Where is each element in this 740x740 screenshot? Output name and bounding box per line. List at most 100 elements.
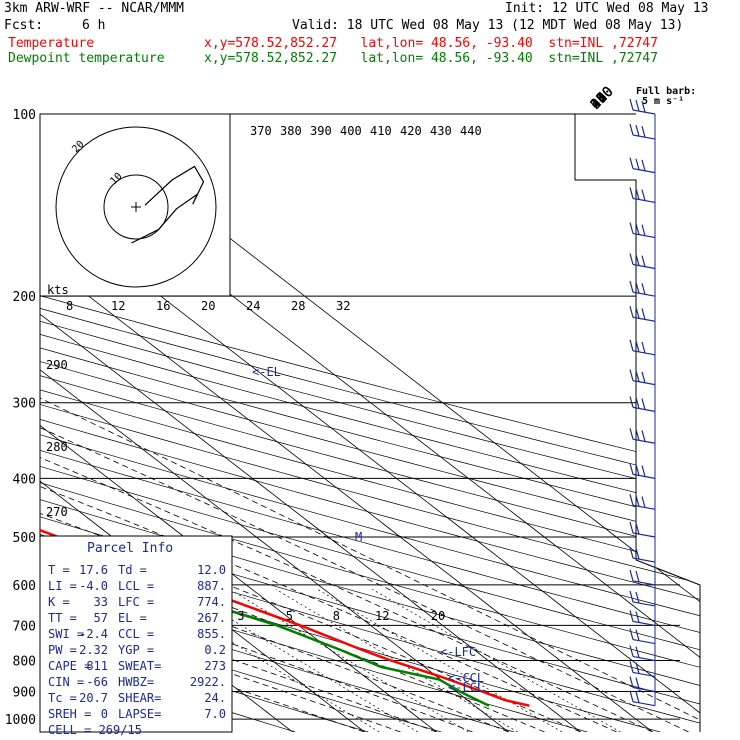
wind-barb-flag — [635, 611, 640, 623]
parcel-row-label: EL = — [118, 611, 147, 625]
hodograph-ring-outer — [55, 126, 217, 288]
parcel-row-label: SWI = — [48, 627, 84, 641]
forecast-hour: 6 h — [82, 18, 106, 33]
wind-barb-flag — [629, 546, 634, 559]
parcel-row-value: 57 — [94, 611, 108, 625]
theta-label: 370 — [250, 124, 272, 138]
wind-barb-flag — [635, 646, 640, 658]
wind-barb — [629, 396, 656, 412]
mixing-ratio-label: 5 — [286, 609, 293, 623]
parcel-row-label: TT = — [48, 611, 77, 625]
wind-barb-flag — [635, 522, 640, 535]
moist-adiabat-line — [40, 295, 689, 732]
wind-barb-flag — [635, 662, 640, 674]
wind-barb — [629, 610, 656, 627]
wind-barb-flag — [629, 253, 634, 265]
barb-legend-units: 5 m s⁻¹ — [642, 96, 684, 107]
parcel-row-label: YGP = — [118, 643, 154, 657]
mixing-ratio-label: 12 — [375, 609, 389, 623]
wind-barb-flag — [635, 677, 640, 689]
moist-adiabat-line — [40, 295, 700, 732]
wind-barb-shaft — [632, 350, 656, 356]
parcel-row-label: PW = — [48, 643, 77, 657]
wind-barb — [629, 676, 656, 693]
parcel-row-value: 0 — [101, 707, 108, 721]
wind-barb-flag — [629, 521, 634, 534]
hodograph-ring-inner — [103, 174, 169, 240]
mixing-ratio-line — [372, 588, 621, 732]
pressure-tick-label: 400 — [13, 472, 36, 487]
wind-barb-flag — [641, 224, 646, 236]
wind-speed-tick: 8 — [66, 299, 73, 313]
wind-barb-flag — [641, 398, 646, 410]
dry-adiabat-line — [40, 126, 442, 732]
wind-barb — [629, 157, 656, 174]
pressure-tick-label: 500 — [13, 531, 36, 546]
theta-label: 420 — [400, 124, 422, 138]
wind-barb — [629, 569, 656, 586]
dry-adiabat-line — [40, 126, 700, 732]
theta-label: 410 — [370, 124, 392, 138]
parcel-footer: CELL = 269/15 — [48, 723, 142, 737]
wind-speed-tick: 20 — [201, 299, 215, 313]
wind-barb-flag — [641, 341, 646, 354]
traces — [40, 528, 530, 707]
parcel-row-value: 7.0 — [204, 707, 226, 721]
parcel-box — [39, 535, 233, 733]
wind-barb-shaft — [632, 620, 656, 627]
dry-adiabat-line — [40, 126, 700, 732]
theta-label: 440 — [460, 124, 482, 138]
theta-e-label: 290 — [46, 358, 68, 372]
parcel-row-value: 267. — [197, 611, 226, 625]
wind-barb-flag — [635, 223, 640, 235]
wind-barb-flag — [635, 691, 640, 703]
pressure-tick-label: 100 — [13, 108, 36, 123]
pressure-tick-label: 1000 — [5, 713, 36, 728]
wind-barb-flag — [635, 495, 640, 507]
isotherm-line — [40, 114, 653, 732]
wind-barb — [629, 369, 656, 386]
legend-dewpoint-name: Dewpoint temperature — [8, 51, 165, 66]
wind-speed-tick: 28 — [291, 299, 305, 313]
hodograph-trace — [131, 165, 205, 244]
theta-label: 400 — [340, 124, 362, 138]
wind-barb-shaft — [632, 134, 656, 140]
wind-barb-flag — [629, 590, 634, 603]
dry-adiabat-line — [40, 126, 700, 732]
dry-adiabat-line — [40, 126, 700, 732]
wind-barb-flag — [635, 397, 640, 409]
theta-label: 430 — [430, 124, 452, 138]
wind-barb — [629, 494, 656, 510]
wind-barb — [629, 463, 656, 479]
wind-barb-flag — [635, 464, 640, 476]
moist-adiabat-line — [40, 295, 617, 732]
wind-barbs — [629, 98, 656, 707]
wind-barb-flag — [635, 591, 640, 604]
wind-barb-shaft — [632, 168, 656, 174]
wind-speed-tick: 12 — [111, 299, 125, 313]
wind-barb-flag — [629, 676, 634, 688]
mixing-ratio-line — [181, 588, 418, 732]
wind-barb-flag — [629, 281, 634, 293]
wind-barb — [629, 253, 656, 270]
wind-barb-shaft — [632, 406, 656, 412]
dry-adiabat-line — [40, 126, 700, 732]
wind-barb-flag — [629, 369, 634, 381]
wind-barb-flag — [635, 429, 640, 441]
isotherm-line — [68, 114, 700, 732]
isotherm-line — [40, 114, 700, 732]
wind-barb-flag — [629, 463, 634, 475]
wind-barb-shaft — [632, 638, 656, 645]
parcel-row-value: 12.0 — [197, 563, 226, 577]
valid-time: Valid: 18 UTC Wed 08 May 13 (12 MDT Wed … — [292, 18, 684, 33]
wind-barb — [629, 690, 656, 707]
hodograph-box — [39, 113, 231, 297]
wind-barb — [629, 428, 656, 444]
wind-barb-flag — [635, 629, 640, 641]
pressure-tick-label: 300 — [13, 397, 36, 412]
wind-barb-shaft — [632, 671, 656, 678]
wind-barb-flag — [629, 690, 634, 702]
wind-barb-shaft — [632, 557, 656, 563]
wind-barb-shaft — [632, 316, 656, 322]
wind-barb — [629, 546, 656, 563]
